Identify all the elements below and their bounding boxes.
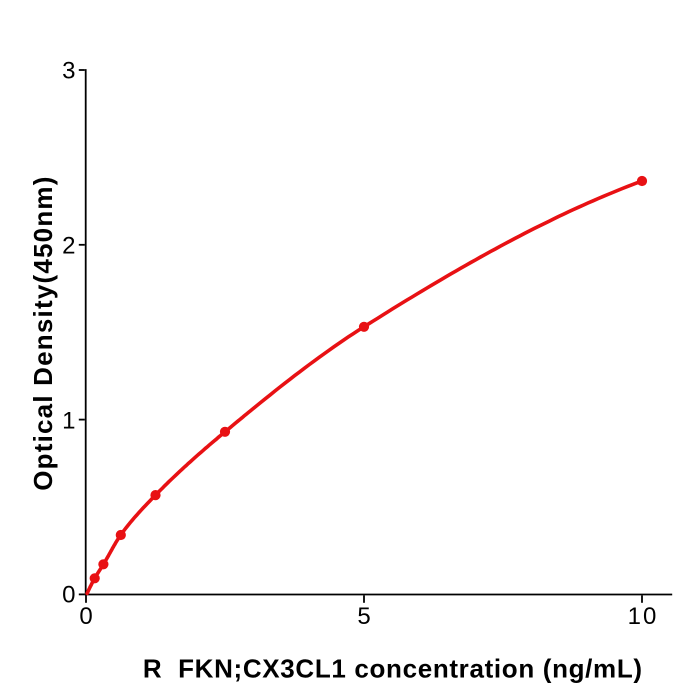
svg-text:Optical Density(450nm): Optical Density(450nm) [28, 175, 58, 490]
svg-text:3: 3 [62, 58, 75, 85]
svg-text:2: 2 [62, 233, 75, 260]
svg-text:R FKN;CX3CL1 concentration (n: R FKN;CX3CL1 concentration (ng/mL) [143, 654, 643, 684]
svg-text:5: 5 [357, 603, 370, 630]
svg-text:1: 1 [62, 407, 75, 434]
svg-text:0: 0 [62, 581, 75, 608]
svg-text:0: 0 [79, 603, 92, 630]
svg-text:10: 10 [628, 603, 659, 630]
